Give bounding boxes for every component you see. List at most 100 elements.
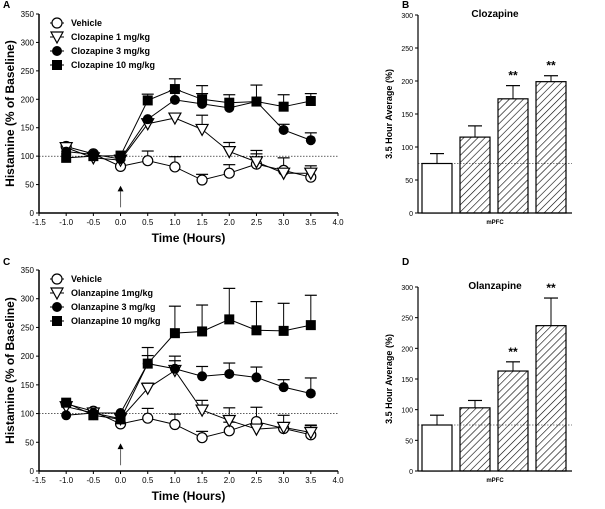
marker-filled-circle <box>169 363 180 374</box>
legend-entry: Olanzapine 1mg/kg <box>71 288 153 298</box>
marker-open-triangle <box>140 382 155 396</box>
marker-filled-square <box>169 328 180 339</box>
y-tick-label: 200 <box>21 95 35 104</box>
y-tick-label: 200 <box>401 79 413 86</box>
y-tick-label: 0 <box>30 209 35 218</box>
marker-open-circle <box>196 174 208 186</box>
y-tick-label: 350 <box>21 10 35 19</box>
marker-filled-circle <box>197 371 208 382</box>
x-tick-label: -0.5 <box>86 218 100 227</box>
marker-filled-square <box>61 152 72 163</box>
marker-filled-square <box>88 410 99 421</box>
series-line <box>65 318 311 420</box>
marker-open-circle <box>223 167 235 179</box>
marker-open-triangle <box>249 156 264 170</box>
x-tick-label: 3.5 <box>305 218 317 227</box>
x-tick-label: 4.0 <box>332 476 344 485</box>
x-tick-label: 0.0 <box>115 218 127 227</box>
bar <box>535 81 567 214</box>
x-axis-label: mPFC <box>486 478 504 484</box>
y-tick-label: 250 <box>21 67 35 76</box>
y-axis-label: 3.5 Hour Average (%) <box>384 334 394 424</box>
marker-filled-circle <box>169 94 180 105</box>
y-tick-label: 350 <box>21 266 35 275</box>
marker-filled-square <box>142 358 153 369</box>
legend-entry: Clozapine 3 mg/kg <box>71 46 150 56</box>
y-axis-label: 3.5 Hour Average (%) <box>384 69 394 159</box>
y-tick-label: 150 <box>401 112 413 119</box>
marker-filled-square <box>224 97 235 108</box>
series-line <box>66 99 311 160</box>
panel-label: B <box>402 0 409 11</box>
x-tick-label: 1.0 <box>169 476 181 485</box>
y-tick-label: 250 <box>21 323 35 332</box>
panel-C: C 0 50 100 150 200 250 300 350 -1.5 -1.0 -0.5 0.0 0.5… <box>3 257 344 503</box>
marker-filled-square <box>169 84 180 95</box>
panel-label: D <box>402 257 409 268</box>
y-tick-label: 300 <box>401 285 413 292</box>
marker-filled-circle <box>52 46 62 56</box>
marker-filled-circle <box>142 114 153 125</box>
marker-open-circle <box>169 418 181 431</box>
panel-D: D Olanzapine 0 50 100 150 200 250 300 mPFC 3.5 Hou… <box>384 257 572 484</box>
panel-label: A <box>3 0 10 11</box>
marker-filled-square <box>251 96 262 107</box>
bar <box>421 424 453 472</box>
marker-filled-circle <box>305 388 316 399</box>
y-tick-label: 300 <box>401 13 413 20</box>
y-tick-label: 50 <box>405 438 413 445</box>
marker-filled-square <box>224 314 235 325</box>
x-axis-label: Time (Hours) <box>152 231 226 245</box>
y-axis-label: Histamine (% of Baseline) <box>3 297 17 444</box>
series-line <box>66 363 311 416</box>
panel-B: B Clozapine 0 50 100 150 200 250 300 mPFC 3.5 Hour… <box>384 0 572 226</box>
marker-filled-circle <box>61 410 72 421</box>
x-tick-label: -1.0 <box>59 218 73 227</box>
y-tick-label: 150 <box>21 124 35 133</box>
marker-filled-circle <box>305 135 316 146</box>
significance-marker: ** <box>546 59 556 73</box>
injection-arrow-head <box>117 185 124 192</box>
y-tick-label: 250 <box>401 316 413 323</box>
series-line <box>66 369 311 434</box>
x-tick-label: 3.5 <box>305 476 317 485</box>
marker-open-triangle <box>167 112 182 126</box>
marker-filled-circle <box>224 368 235 379</box>
y-tick-label: 50 <box>25 181 34 190</box>
y-tick-label: 250 <box>401 46 413 53</box>
y-tick-label: 0 <box>409 469 413 476</box>
marker-open-triangle <box>276 421 291 435</box>
bar <box>497 98 529 214</box>
x-tick-label: 2.5 <box>251 476 263 485</box>
y-tick-label: 100 <box>21 152 35 161</box>
x-tick-label: 1.5 <box>197 218 209 227</box>
marker-open-triangle <box>195 123 210 137</box>
significance-marker: ** <box>508 345 518 359</box>
marker-filled-square <box>251 325 262 336</box>
marker-filled-square <box>52 316 62 326</box>
significance-marker: ** <box>546 281 556 295</box>
y-tick-label: 300 <box>21 38 35 47</box>
y-tick-label: 200 <box>401 346 413 353</box>
marker-filled-circle <box>52 302 62 312</box>
bar <box>535 325 567 472</box>
y-tick-label: 50 <box>25 438 34 447</box>
legend-entry: Olanzapine 10 mg/kg <box>71 316 161 326</box>
y-tick-label: 0 <box>409 211 413 218</box>
marker-filled-circle <box>251 372 262 383</box>
marker-open-triangle <box>276 167 291 181</box>
marker-open-triangle <box>303 426 318 440</box>
marker-open-circle <box>51 17 63 29</box>
legend-entry: Clozapine 10 mg/kg <box>71 60 155 70</box>
marker-open-circle <box>142 412 154 424</box>
marker-filled-square <box>142 95 153 106</box>
x-tick-label: 3.0 <box>278 476 290 485</box>
bar <box>459 136 491 214</box>
marker-open-triangle <box>249 423 264 437</box>
y-tick-label: 200 <box>21 352 35 361</box>
y-tick-label: 0 <box>30 467 35 476</box>
legend-entry: Vehicle <box>71 274 102 284</box>
x-tick-label: 0.0 <box>115 476 127 485</box>
marker-open-triangle <box>49 31 65 45</box>
